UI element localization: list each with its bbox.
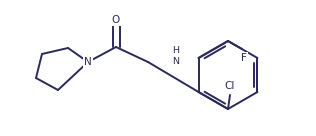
Text: F: F [241,53,247,63]
Text: N: N [84,57,92,67]
Text: H
N: H N [173,46,179,66]
Text: O: O [112,15,120,25]
Text: Cl: Cl [225,81,235,91]
